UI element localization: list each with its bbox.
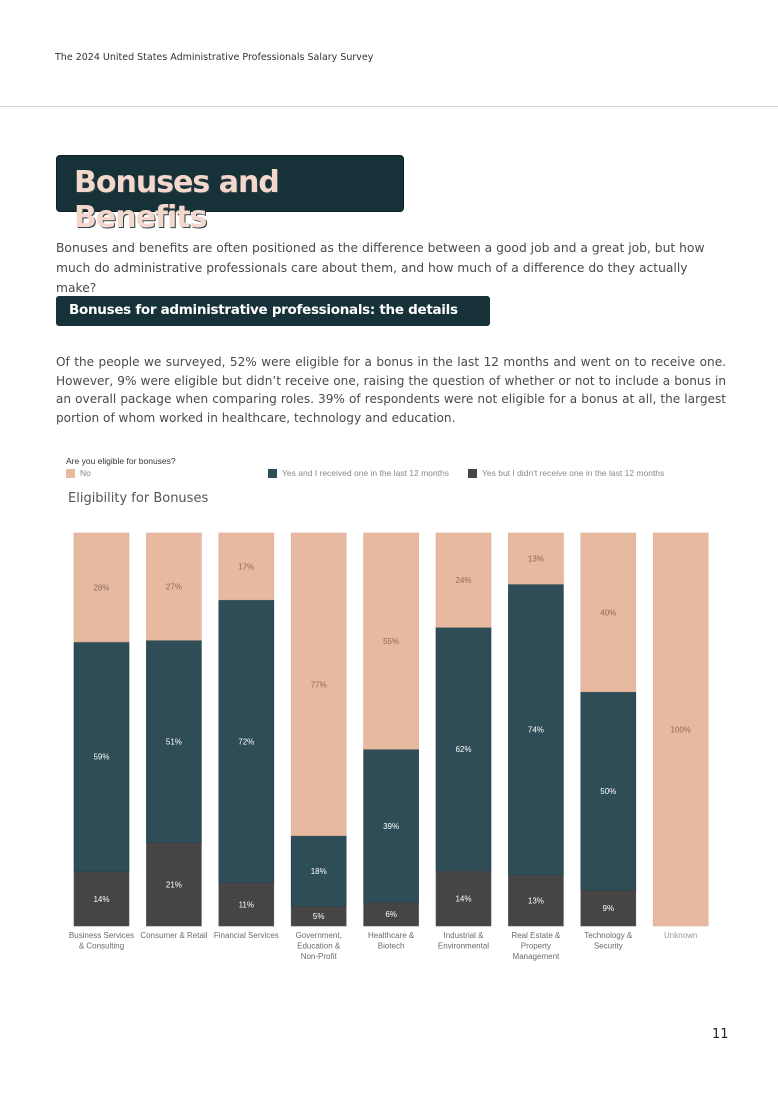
bar-value-label: 14% xyxy=(455,894,471,903)
category-label: Industrial & xyxy=(443,931,484,940)
category-label: Unknown xyxy=(664,931,697,940)
bar-segment xyxy=(290,532,347,836)
subheading-box: Bonuses for administrative professionals… xyxy=(56,296,490,326)
legend-label-yes-received: Yes and I received one in the last 12 mo… xyxy=(282,468,449,478)
bar-value-label: 13% xyxy=(528,896,544,905)
bar-segment xyxy=(363,532,419,750)
bar-value-label: 24% xyxy=(455,576,471,585)
legend-label-no: No xyxy=(80,468,91,478)
bar-segment xyxy=(508,583,564,876)
page-number: 11 xyxy=(712,1027,729,1042)
bar-segment xyxy=(73,532,130,643)
category-label: Education & xyxy=(297,942,341,951)
category-label: Environmental xyxy=(438,942,489,951)
category-label: Property xyxy=(521,942,551,951)
category-label: Real Estate & xyxy=(511,931,561,940)
survey-title: The 2024 United States Administrative Pr… xyxy=(55,52,374,63)
bar-segment xyxy=(508,532,564,585)
bar-value-label: 28% xyxy=(93,583,109,592)
intro-paragraph: Bonuses and benefits are often positione… xyxy=(56,241,705,295)
bar-value-label: 6% xyxy=(385,910,397,919)
bar-value-label: 5% xyxy=(313,912,325,921)
bar-value-label: 59% xyxy=(93,753,109,762)
bar-segment xyxy=(508,874,564,927)
legend-item-no: No xyxy=(66,468,91,478)
category-label: Security xyxy=(594,942,623,951)
legend-item-yes-received: Yes and I received one in the last 12 mo… xyxy=(268,468,449,478)
legend-swatch-yes-not-received xyxy=(468,468,477,478)
bar-segment xyxy=(363,748,419,903)
legend-item-yes-not-received: Yes but I didn't receive one in the last… xyxy=(468,468,664,478)
category-label: Consumer & Retail xyxy=(140,931,207,940)
section-title-box: Bonuses and Benefits xyxy=(56,155,404,235)
legend-label-yes-not-received: Yes but I didn't receive one in the last… xyxy=(482,468,665,478)
bar-value-label: 74% xyxy=(528,726,544,735)
bar-value-label: 77% xyxy=(311,680,327,689)
bar-value-label: 72% xyxy=(238,737,254,746)
bar-segment xyxy=(290,835,347,907)
details-paragraph: Of the people we surveyed, 52% were elig… xyxy=(56,355,726,425)
category-label: & Consulting xyxy=(79,942,124,951)
legend-swatch-no xyxy=(66,468,75,478)
bar-value-label: 13% xyxy=(528,555,544,564)
legend-swatch-yes-received xyxy=(268,468,277,478)
bar-segment xyxy=(146,532,202,641)
bar-segment xyxy=(435,532,492,628)
bar-segment xyxy=(435,870,492,927)
category-label: Business Services xyxy=(69,931,134,940)
subheading: Bonuses for administrative professionals… xyxy=(69,302,458,318)
bar-segment xyxy=(580,691,637,891)
bar-value-label: 55% xyxy=(383,637,399,646)
header-divider xyxy=(0,106,778,107)
category-label: Healthcare & xyxy=(368,931,415,940)
category-label: Non-Profit xyxy=(301,952,338,961)
bar-value-label: 50% xyxy=(600,787,616,796)
bar-segment xyxy=(218,599,275,884)
chart-title: Eligibility for Bonuses xyxy=(68,491,209,506)
bar-segment xyxy=(435,627,492,872)
bar-segment xyxy=(146,842,202,927)
bar-segment xyxy=(73,871,130,927)
category-label: Financial Services xyxy=(214,931,279,940)
bar-value-label: 39% xyxy=(383,822,399,831)
bar-value-label: 14% xyxy=(93,895,109,904)
bar-value-label: 17% xyxy=(238,562,254,571)
bar-segment xyxy=(146,639,202,843)
category-label: Biotech xyxy=(378,942,405,951)
category-label: Management xyxy=(513,952,560,961)
bar-value-label: 27% xyxy=(166,583,182,592)
bar-value-label: 40% xyxy=(600,608,616,617)
bar-value-label: 9% xyxy=(603,904,615,913)
bar-value-label: 100% xyxy=(670,726,690,735)
bar-segment xyxy=(652,532,709,927)
bar-value-label: 62% xyxy=(455,745,471,754)
category-label: Technology & xyxy=(584,931,633,940)
bar-segment xyxy=(580,532,637,693)
bar-segment xyxy=(218,882,275,927)
category-label: Government, xyxy=(296,931,342,940)
bar-segment xyxy=(218,532,275,601)
section-title: Bonuses and Benefits xyxy=(74,165,280,235)
bar-segment xyxy=(73,641,130,872)
bar-value-label: 51% xyxy=(166,737,182,746)
bar-value-label: 11% xyxy=(239,900,254,909)
bar-value-label: 21% xyxy=(166,880,182,889)
bar-value-label: 18% xyxy=(311,867,327,876)
legend-question: Are you eligible for bonuses? xyxy=(66,456,176,466)
